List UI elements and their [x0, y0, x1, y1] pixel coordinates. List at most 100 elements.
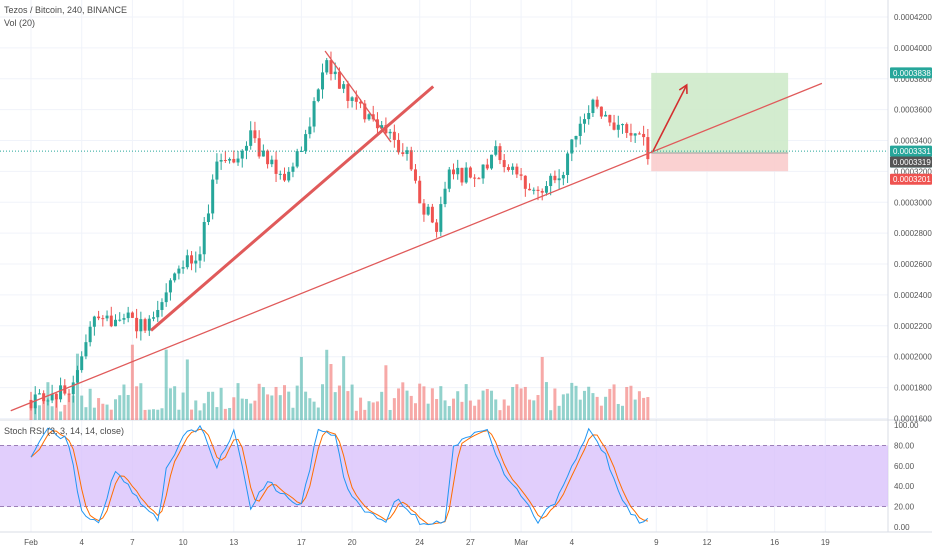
price-tick-8: 0.0002600: [894, 260, 932, 269]
volume-bar-49: [236, 383, 240, 420]
candle-0: [29, 391, 33, 411]
stoch-k-line: [30, 424, 649, 526]
price-tick-1: 0.0004000: [894, 44, 932, 53]
candle-80: [367, 113, 371, 121]
candle-131: [582, 113, 586, 133]
trend-line-1[interactable]: [150, 85, 435, 332]
candle-20: [114, 314, 117, 327]
candle-12: [80, 351, 84, 373]
volume-bar-141: [625, 386, 629, 420]
volume-bar-17: [101, 403, 105, 420]
time-axis[interactable]: Feb 4 7 10 13 17 20 24 27 Mar 4 9 12 16 19: [24, 538, 830, 547]
volume-bar-92: [418, 383, 422, 420]
candle-98: [443, 181, 447, 208]
candle-90: [409, 146, 413, 172]
stoch-legend: Stoch RSI (3, 3, 14, 14, close): [4, 426, 125, 436]
stop-zone[interactable]: [651, 153, 789, 172]
volume-bar-35: [177, 409, 181, 420]
volume-bar-29: [152, 409, 156, 420]
time-tick-2: 7: [130, 538, 135, 547]
svg-text:0.0003319: 0.0003319: [893, 158, 931, 167]
volume-bar-22: [122, 384, 126, 420]
projection-arrow[interactable]: [652, 84, 688, 152]
candle-48: [232, 150, 236, 164]
price-tick-6: 0.0003000: [894, 198, 932, 207]
volume-bar-101: [456, 391, 460, 420]
candle-38: [190, 251, 194, 271]
price-tag-target: 0.0003838: [890, 67, 932, 79]
time-tick-8: 27: [466, 538, 475, 547]
candle-79: [363, 100, 367, 123]
volume-bar-20: [114, 399, 117, 420]
candle-28: [147, 315, 151, 336]
volume-bar-19: [109, 409, 113, 420]
time-tick-0: Feb: [24, 538, 38, 547]
volume-bar-77: [354, 410, 358, 420]
candle-55: [261, 144, 265, 157]
candle-103: [464, 162, 468, 184]
volume-bar-136: [604, 396, 608, 420]
candle-44: [215, 153, 219, 184]
volume-bar-41: [202, 403, 206, 420]
candle-19: [109, 306, 113, 328]
volume-bar-140: [621, 405, 624, 420]
price-tick-13: 0.0001600: [894, 414, 932, 423]
price-axis[interactable]: 0.0004200 0.0004000 0.0003800 0.0003600 0.00…: [894, 13, 932, 532]
volume-bar-55: [261, 387, 265, 420]
volume-bar-7: [59, 411, 63, 420]
volume-bar-65: [304, 391, 308, 420]
candle-34: [173, 272, 177, 283]
candle-108: [485, 158, 489, 171]
trend-line-0[interactable]: [10, 82, 823, 412]
volume-bar-139: [616, 403, 620, 420]
time-tick-11: 9: [654, 538, 659, 547]
volume-bar-78: [359, 397, 363, 420]
target-zone[interactable]: [651, 72, 789, 154]
volume-bar-42: [206, 391, 210, 420]
candle-132: [587, 105, 591, 125]
trend-line-2[interactable]: [324, 50, 392, 143]
volume-bar-104: [468, 400, 472, 420]
volume-bar-43: [211, 391, 215, 420]
volume-bar-130: [578, 399, 582, 420]
volume-bar-39: [194, 400, 198, 420]
volume-bar-69: [321, 384, 325, 420]
volume-bar-109: [490, 390, 494, 420]
volume-bar-30: [156, 409, 160, 420]
volume-bar-113: [506, 405, 510, 420]
volume-bar-62: [291, 407, 295, 420]
volume-bar-89: [405, 390, 409, 420]
candle-93: [422, 199, 426, 222]
volume-bar-23: [126, 394, 130, 420]
volume-bar-121: [540, 356, 544, 420]
volume-bar-50: [240, 398, 244, 420]
volume-bar-13: [84, 407, 88, 420]
candle-4: [46, 398, 50, 406]
volume-bar-91: [413, 403, 417, 420]
candle-92: [418, 175, 422, 204]
trend-lines[interactable]: [0, 50, 888, 412]
candle-35: [177, 265, 181, 280]
volume-bar-47: [228, 407, 232, 420]
volume-bar-76: [350, 384, 354, 420]
projection-arrow-head: [678, 83, 688, 94]
candle-18: [105, 310, 109, 322]
candle-10: [71, 375, 75, 403]
volume-bar-146: [646, 397, 650, 420]
volume-bar-16: [97, 398, 101, 420]
volume-bar-108: [485, 388, 489, 420]
candle-110: [494, 140, 498, 157]
candle-47: [228, 157, 232, 164]
volume-bar-34: [173, 386, 177, 420]
candle-111: [498, 143, 502, 165]
candle-50: [240, 149, 244, 168]
price-tick-10: 0.0002200: [894, 322, 932, 331]
stoch-d-line: [30, 428, 648, 525]
volume-bar-144: [637, 391, 641, 420]
time-tick-3: 10: [179, 538, 188, 547]
volume-bar-110: [494, 399, 498, 420]
time-tick-5: 17: [297, 538, 306, 547]
candle-24: [130, 311, 134, 318]
candle-69: [321, 63, 325, 99]
